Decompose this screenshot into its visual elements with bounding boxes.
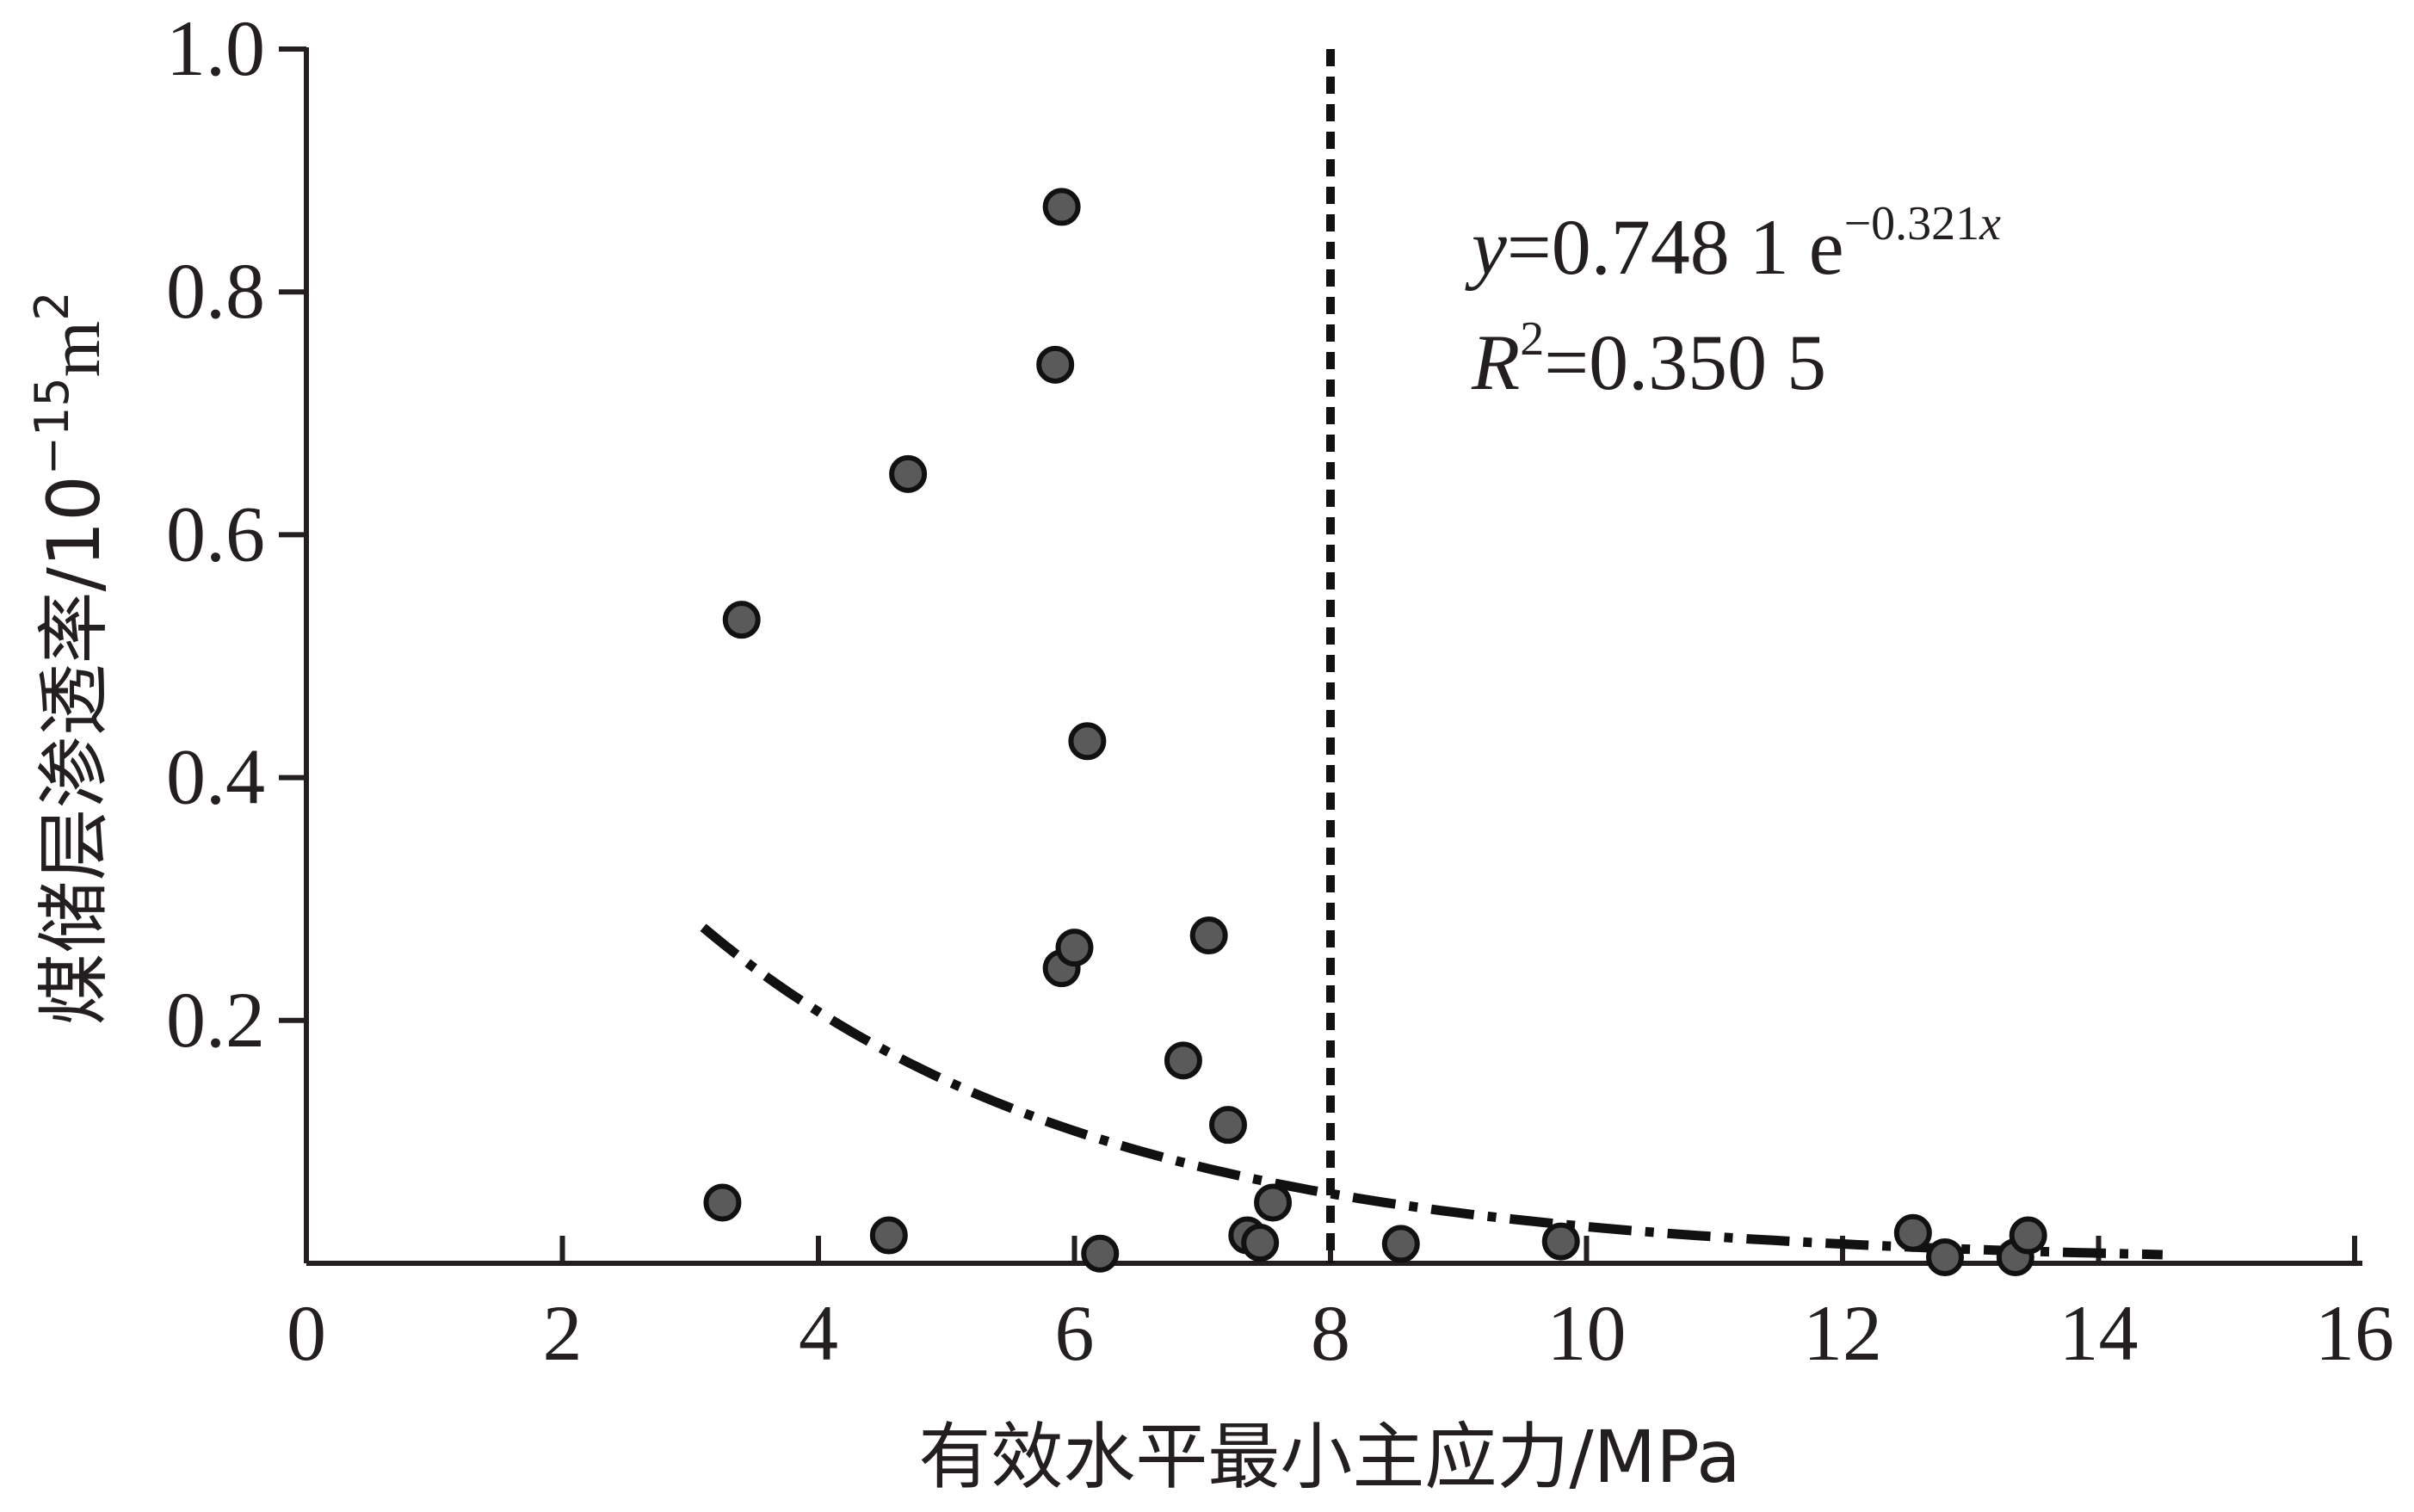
equation-y-symbol: y <box>1465 203 1507 291</box>
x-ticks: 0 2 4 6 8 10 12 14 16 <box>287 1236 2394 1377</box>
y-axis-title-exponent: −15 <box>25 377 79 475</box>
data-point <box>1241 1224 1280 1262</box>
x-tick-label: 0 <box>287 1289 326 1377</box>
fit-layer <box>700 923 2164 1260</box>
data-point <box>1381 1225 1420 1263</box>
data-point <box>1068 722 1107 761</box>
svg-text:煤储层渗透率/10−15m2: 煤储层渗透率/10−15m2 <box>25 292 116 1026</box>
y-axis-title: 煤储层渗透率/10−15m2 <box>25 292 116 1026</box>
y-axis-title-main: 煤储层渗透率/10 <box>32 475 116 1025</box>
y-tick-label: 0.4 <box>166 733 265 821</box>
data-point <box>2009 1216 2047 1255</box>
y-axis-title-unit-exponent: 2 <box>25 292 79 321</box>
data-point <box>1926 1237 1964 1276</box>
data-point <box>1541 1222 1580 1261</box>
y-tick-label: 0.2 <box>166 976 265 1064</box>
y-axis-title-unit: m <box>35 321 115 377</box>
x-tick-label: 8 <box>1311 1289 1350 1377</box>
r-squared-value: =0.350 5 <box>1544 318 1826 406</box>
data-point <box>1164 1041 1202 1080</box>
data-point <box>722 601 761 639</box>
x-tick-label: 14 <box>2059 1289 2139 1377</box>
y-tick-label: 1.0 <box>166 4 265 92</box>
points-layer <box>703 188 2047 1276</box>
x-tick-label: 4 <box>799 1289 838 1377</box>
r-squared-symbol: R <box>1471 318 1520 406</box>
data-point <box>703 1183 742 1222</box>
data-point <box>1081 1234 1120 1273</box>
data-point <box>1209 1106 1247 1145</box>
y-tick-label: 0.6 <box>166 490 265 577</box>
fit-curve <box>700 923 2164 1260</box>
x-tick-label: 16 <box>2315 1289 2394 1377</box>
r-squared: R2=0.350 5 <box>1471 312 1826 406</box>
equation-expression: =0.748 1 e <box>1507 203 1844 291</box>
fit-equation: y=0.748 1 e−0.321x <box>1465 197 2001 291</box>
data-point <box>869 1216 908 1255</box>
x-tick-label: 6 <box>1055 1289 1095 1377</box>
data-point <box>1189 916 1228 955</box>
equation-exponent: −0.321 <box>1844 197 1980 250</box>
data-point <box>1893 1213 1932 1252</box>
data-point <box>1036 345 1075 384</box>
y-tick-label: 0.8 <box>166 247 265 335</box>
data-point <box>889 454 928 493</box>
x-tick-label: 12 <box>1803 1289 1882 1377</box>
data-point <box>1055 929 1094 967</box>
x-tick-label: 10 <box>1547 1289 1627 1377</box>
y-ticks: 0.2 0.4 0.6 0.8 1.0 <box>166 4 306 1064</box>
data-point <box>1042 188 1081 226</box>
data-point <box>1254 1183 1293 1222</box>
equation-exponent-variable: x <box>1979 197 2001 250</box>
r-squared-exponent: 2 <box>1520 312 1544 366</box>
x-tick-label: 2 <box>543 1289 583 1377</box>
x-axis-title: 有效水平最小主应力/MPa <box>918 1415 1740 1499</box>
